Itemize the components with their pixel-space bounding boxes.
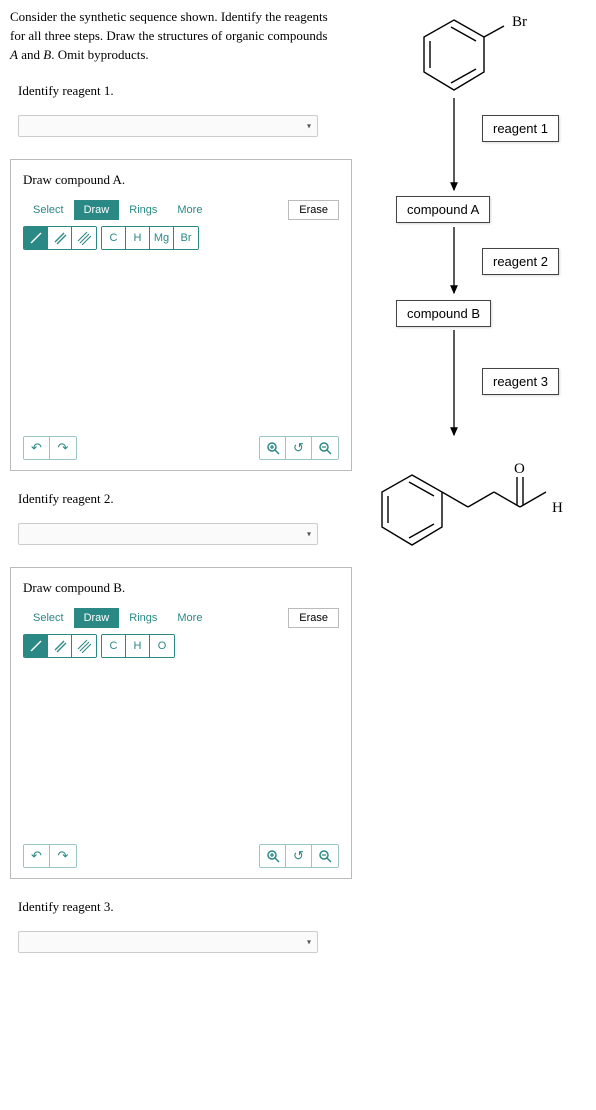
mode-more[interactable]: More <box>167 200 212 220</box>
atom-mg[interactable]: Mg <box>150 227 174 249</box>
zoom-reset-icon[interactable]: ↺ <box>286 437 312 459</box>
mode-rings[interactable]: Rings <box>119 200 167 220</box>
zoom-out-icon-b[interactable] <box>312 845 338 867</box>
undo-redo-a: ↶ ↷ <box>23 436 77 460</box>
q-line2: for all three steps. Draw the structures… <box>10 28 327 43</box>
draw-panel-a: Draw compound A. Select Draw Rings More … <box>10 159 352 471</box>
undo-icon[interactable]: ↶ <box>24 437 50 459</box>
triple-bond-icon-b[interactable] <box>72 635 96 657</box>
q-line1: Consider the synthetic sequence shown. I… <box>10 9 328 24</box>
atom-h[interactable]: H <box>126 227 150 249</box>
reagent2-label: Identify reagent 2. <box>18 491 352 507</box>
zoom-in-icon[interactable] <box>260 437 286 459</box>
o-label: O <box>514 461 525 478</box>
redo-icon-b[interactable]: ↷ <box>50 845 76 867</box>
mode-tabs-b: Select Draw Rings More <box>23 608 212 628</box>
mode-draw-b[interactable]: Draw <box>74 608 120 628</box>
reagent1-label: Identify reagent 1. <box>18 83 352 99</box>
draw-panel-b: Draw compound B. Select Draw Rings More … <box>10 567 352 879</box>
atom-h-b[interactable]: H <box>126 635 150 657</box>
double-bond-icon[interactable] <box>48 227 72 249</box>
reagent3-dropdown[interactable] <box>18 931 318 953</box>
scheme-column: Br reagent 1 compound A reagent 2 compou… <box>364 8 586 975</box>
canvas-b[interactable] <box>23 666 339 844</box>
atom-c[interactable]: C <box>102 227 126 249</box>
zoom-out-icon[interactable] <box>312 437 338 459</box>
compound-b-box: compound B <box>396 300 491 327</box>
undo-redo-b: ↶ ↷ <box>23 844 77 868</box>
reagent2-box: reagent 2 <box>482 248 559 275</box>
single-bond-icon[interactable] <box>24 227 48 249</box>
atom-c-b[interactable]: C <box>102 635 126 657</box>
reagent3-box: reagent 3 <box>482 368 559 395</box>
draw-b-title: Draw compound B. <box>23 580 125 595</box>
undo-icon-b[interactable]: ↶ <box>24 845 50 867</box>
redo-icon[interactable]: ↷ <box>50 437 76 459</box>
zoom-group-a: ↺ <box>259 436 339 460</box>
erase-button[interactable]: Erase <box>288 200 339 220</box>
mode-more-b[interactable]: More <box>167 608 212 628</box>
zoom-group-b: ↺ <box>259 844 339 868</box>
mode-tabs-a: Select Draw Rings More <box>23 200 212 220</box>
canvas-a[interactable] <box>23 258 339 436</box>
question-text: Consider the synthetic sequence shown. I… <box>10 8 352 65</box>
draw-a-title: Draw compound A. <box>23 172 125 187</box>
mode-rings-b[interactable]: Rings <box>119 608 167 628</box>
reaction-diagram: Br reagent 1 compound A reagent 2 compou… <box>364 10 579 570</box>
bond-tools-a <box>23 226 97 250</box>
mode-select-b[interactable]: Select <box>23 608 74 628</box>
reagent2-dropdown[interactable] <box>18 523 318 545</box>
br-label: Br <box>512 14 527 31</box>
triple-bond-icon[interactable] <box>72 227 96 249</box>
q-compound-a: A <box>10 47 18 62</box>
q-compound-b: B <box>43 47 51 62</box>
zoom-in-icon-b[interactable] <box>260 845 286 867</box>
reagent3-label: Identify reagent 3. <box>18 899 352 915</box>
bond-tools-b <box>23 634 97 658</box>
mode-select[interactable]: Select <box>23 200 74 220</box>
atom-tools-a: C H Mg Br <box>101 226 199 250</box>
atom-br[interactable]: Br <box>174 227 198 249</box>
single-bond-icon-b[interactable] <box>24 635 48 657</box>
scheme-svg <box>364 10 579 570</box>
reagent1-dropdown[interactable] <box>18 115 318 137</box>
h-label: H <box>552 500 563 517</box>
compound-a-box: compound A <box>396 196 490 223</box>
erase-button-b[interactable]: Erase <box>288 608 339 628</box>
mode-draw[interactable]: Draw <box>74 200 120 220</box>
question-column: Consider the synthetic sequence shown. I… <box>10 8 352 975</box>
double-bond-icon-b[interactable] <box>48 635 72 657</box>
atom-o-b[interactable]: O <box>150 635 174 657</box>
atom-tools-b: C H O <box>101 634 175 658</box>
zoom-reset-icon-b[interactable]: ↺ <box>286 845 312 867</box>
reagent1-box: reagent 1 <box>482 115 559 142</box>
